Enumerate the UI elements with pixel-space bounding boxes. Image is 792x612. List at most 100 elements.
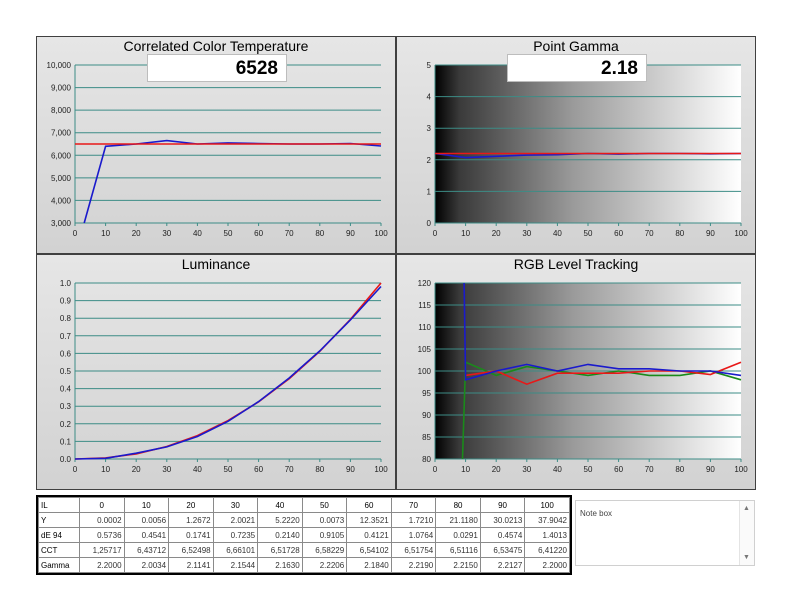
- y-tick-label: 0.3: [60, 402, 72, 411]
- luminance-chart-title: Luminance: [181, 256, 251, 272]
- luminance-chart-svg: 0.0 0.1 0.2 0.3 0.4 0.5 0.6 0.7 0.8 0.9 1.0 0 10 20 30…: [60, 279, 388, 474]
- table-cell: 1,25717: [79, 542, 125, 558]
- x-tick-label: 0: [73, 229, 78, 238]
- rgb-chart-svg: 80 85 90 95 100 105 110 115 120 0 10 20 30 40 50 60 70 80…: [418, 279, 749, 474]
- x-tick-label: 30: [522, 229, 531, 238]
- x-tick-label: 10: [461, 229, 470, 238]
- blue-series-line: [463, 282, 742, 381]
- x-tick-label: 50: [224, 465, 233, 474]
- table-cell: 21.1180: [435, 512, 481, 528]
- y-tick-label: 85: [422, 433, 431, 442]
- y-tick-label: 90: [422, 411, 431, 420]
- x-tick-label: 60: [614, 229, 623, 238]
- table-cell: 0.0073: [301, 512, 348, 528]
- table-cell: 2.2190: [390, 557, 437, 573]
- table-cell: 6,51116: [435, 542, 481, 558]
- column-header: 80: [435, 497, 481, 513]
- column-header: 100: [524, 497, 570, 513]
- table-cell: 0.1741: [168, 527, 214, 543]
- y-tick-label: 80: [422, 455, 431, 464]
- scroll-up-icon[interactable]: ▲: [743, 505, 750, 512]
- table-cell: 1.4013: [524, 527, 570, 543]
- x-tick-label: 0: [73, 465, 78, 474]
- x-tick-label: 50: [584, 229, 593, 238]
- x-tick-label: 20: [132, 229, 141, 238]
- table-cell: 6,51728: [257, 542, 303, 558]
- note-box[interactable]: Note box ▲ ▼: [575, 500, 755, 566]
- y-tick-label: 105: [418, 345, 432, 354]
- table-cell: 6,58229: [301, 542, 348, 558]
- table-cell: 1.7210: [390, 512, 437, 528]
- y-tick-label: 0.5: [60, 367, 72, 376]
- table-cell: 2.2000: [524, 557, 570, 573]
- x-tick-label: 80: [315, 465, 324, 474]
- x-tick-label: 10: [101, 465, 110, 474]
- y-tick-label: 4,000: [51, 196, 72, 205]
- y-tick-label: 6,000: [51, 151, 72, 160]
- note-box-label: Note box: [580, 509, 613, 518]
- table-cell: 30.0213: [479, 512, 526, 528]
- x-tick-label: 70: [285, 229, 294, 238]
- green-series-line: [461, 361, 742, 460]
- column-header: 40: [257, 497, 303, 513]
- table-cell: 37.9042: [524, 512, 570, 528]
- y-tick-label: 0.1: [60, 437, 72, 446]
- x-tick-label: 20: [132, 465, 141, 474]
- x-tick-label: 40: [553, 465, 562, 474]
- x-tick-label: 80: [675, 465, 684, 474]
- y-tick-label: 3: [427, 124, 432, 133]
- table-cell: 2.2206: [301, 557, 348, 573]
- table-body: Y 0.0002 0.0056 1.2672 2.0021 5.2220 0.0073 12.…: [38, 512, 570, 573]
- x-tick-label: 60: [254, 465, 263, 474]
- red-series-line: [465, 361, 742, 386]
- y-tick-label: 0.2: [60, 420, 72, 429]
- y-tick-label: 9,000: [51, 84, 72, 93]
- table-cell: 0.5736: [79, 527, 125, 543]
- x-tick-label: 10: [461, 465, 470, 474]
- y-tick-label: 0.6: [60, 349, 72, 358]
- cct-chart-svg: 3,000 4,000 5,000 6,000 7,000 8,000 9,000 10,00…: [47, 61, 389, 238]
- table-cell: 0.7235: [212, 527, 259, 543]
- y-tick-label: 0.9: [60, 297, 72, 306]
- luminance-chart-panel: Luminance 0.0 0.1 0.2 0.3 0.4 0.5 0.6 0.7 0.8 0.9…: [36, 254, 396, 490]
- x-tick-label: 70: [645, 465, 654, 474]
- y-tick-label: 100: [418, 367, 432, 376]
- y-tick-label: 115: [418, 301, 431, 310]
- x-tick-label: 50: [224, 229, 233, 238]
- table-cell: 5.2220: [257, 512, 303, 528]
- x-tick-label: 100: [374, 229, 388, 238]
- x-tick-label: 90: [346, 465, 355, 474]
- table-cell: 12.3521: [346, 512, 392, 528]
- scroll-down-icon[interactable]: ▼: [743, 554, 750, 561]
- cct-chart-panel: Correlated Color Temperature 3,000 4,000 5…: [36, 36, 396, 254]
- table-cell: 6,66101: [212, 542, 259, 558]
- table-cell: 0.4541: [123, 527, 170, 543]
- note-box-scrollbar[interactable]: ▲ ▼: [739, 501, 754, 565]
- table-row: Y 0.0002 0.0056 1.2672 2.0021 5.2220 0.0073 12.…: [38, 512, 570, 528]
- rgb-chart-panel: RGB Level Tracking 80 85 90 95 100 105 110 115 1…: [396, 254, 756, 490]
- x-tick-label: 0: [433, 229, 438, 238]
- plot-background: [435, 65, 741, 223]
- y-tick-label: 3,000: [51, 219, 72, 228]
- cct-chart-title: Correlated Color Temperature: [123, 38, 309, 54]
- table-row: dE 94 0.5736 0.4541 0.1741 0.7235 0.2140 0.910…: [38, 527, 570, 543]
- y-tick-label: 5,000: [51, 174, 72, 183]
- x-tick-label: 60: [614, 465, 623, 474]
- y-tick-label: 120: [418, 279, 432, 288]
- column-header: 20: [168, 497, 214, 513]
- x-tick-label: 100: [734, 465, 748, 474]
- measurement-grid: IL 0 10 20 30 40 50 60 70 80 90 100 Y 0.0002 0.0056 1.…: [38, 497, 570, 573]
- column-header: 90: [479, 497, 526, 513]
- y-tick-label: 5: [427, 61, 432, 70]
- column-header: 0: [79, 497, 125, 513]
- table-cell: 2.0021: [212, 512, 259, 528]
- table-cell: 0.4574: [479, 527, 526, 543]
- table-cell: 2.1630: [257, 557, 303, 573]
- x-tick-label: 30: [162, 229, 171, 238]
- y-tick-label: 1.0: [60, 279, 72, 288]
- x-tick-label: 20: [492, 465, 501, 474]
- x-tick-label: 100: [374, 465, 388, 474]
- y-tick-label: 1: [427, 187, 432, 196]
- x-tick-label: 40: [193, 229, 202, 238]
- table-cell: 2.2150: [435, 557, 481, 573]
